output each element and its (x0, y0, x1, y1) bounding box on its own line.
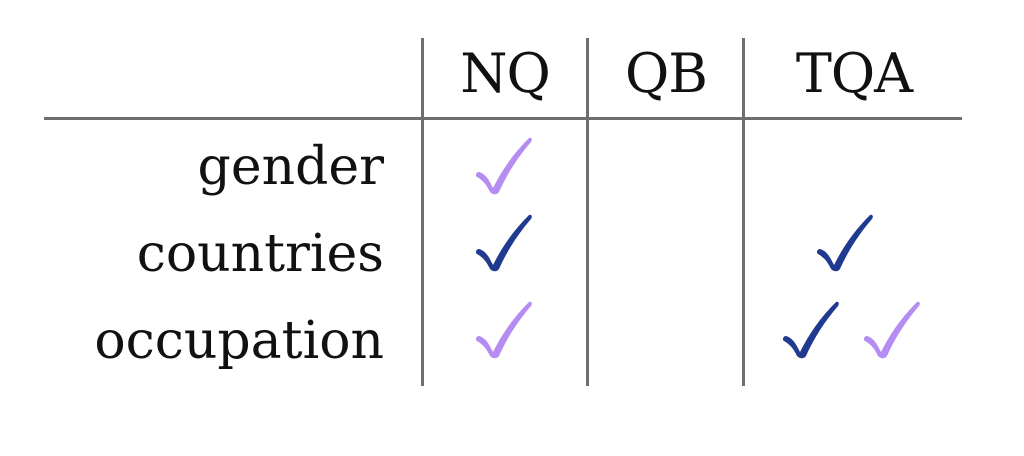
check-icon (778, 296, 842, 360)
check-icon (812, 209, 876, 273)
check-icon (471, 209, 535, 273)
column-divider-qb (586, 38, 589, 386)
row-label-countries: countries (136, 224, 384, 284)
check-icon (471, 296, 535, 360)
column-header-nq: NQ (460, 42, 551, 105)
check-icon (471, 132, 535, 196)
column-divider-tqa (742, 38, 745, 386)
header-rule (44, 117, 962, 120)
column-header-qb: QB (625, 42, 708, 105)
row-label-occupation: occupation (94, 311, 384, 371)
check-icon (859, 296, 923, 360)
row-label-gender: gender (197, 137, 384, 197)
column-header-tqa: TQA (795, 42, 913, 105)
column-divider-nq (421, 38, 424, 386)
